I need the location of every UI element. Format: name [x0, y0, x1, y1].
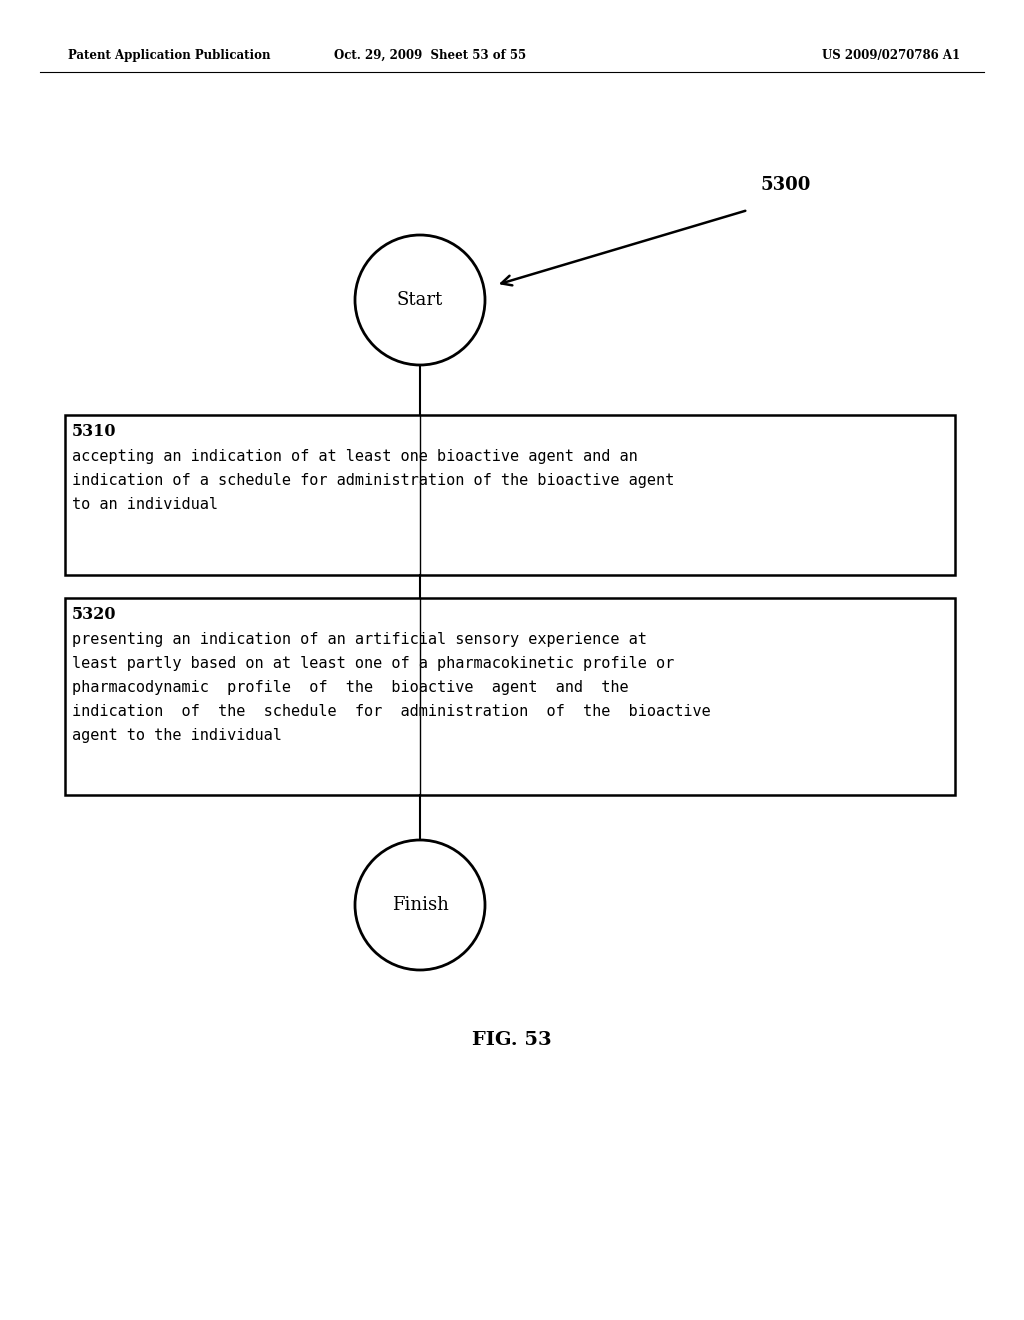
Text: US 2009/0270786 A1: US 2009/0270786 A1 [822, 49, 961, 62]
Text: Patent Application Publication: Patent Application Publication [68, 49, 270, 62]
Circle shape [355, 840, 485, 970]
Text: Finish: Finish [391, 896, 449, 913]
Text: accepting an indication of at least one bioactive agent and an: accepting an indication of at least one … [72, 449, 638, 465]
Text: least partly based on at least one of a pharmacokinetic profile or: least partly based on at least one of a … [72, 656, 674, 671]
Bar [65, 414, 955, 576]
Text: presenting an indication of an artificial sensory experience at: presenting an indication of an artificia… [72, 632, 647, 647]
Text: Start: Start [397, 290, 443, 309]
Bar [65, 598, 955, 795]
Text: indication  of  the  schedule  for  administration  of  the  bioactive: indication of the schedule for administr… [72, 704, 711, 719]
Text: indication of a schedule for administration of the bioactive agent: indication of a schedule for administrat… [72, 473, 674, 488]
Text: to an individual: to an individual [72, 498, 218, 512]
Text: 5300: 5300 [760, 176, 810, 194]
Text: FIG. 53: FIG. 53 [472, 1031, 552, 1049]
Circle shape [355, 235, 485, 366]
Text: pharmacodynamic  profile  of  the  bioactive  agent  and  the: pharmacodynamic profile of the bioactive… [72, 680, 629, 696]
Text: Oct. 29, 2009  Sheet 53 of 55: Oct. 29, 2009 Sheet 53 of 55 [334, 49, 526, 62]
Text: 5320: 5320 [72, 606, 117, 623]
Text: agent to the individual: agent to the individual [72, 729, 282, 743]
Text: 5310: 5310 [72, 422, 117, 440]
